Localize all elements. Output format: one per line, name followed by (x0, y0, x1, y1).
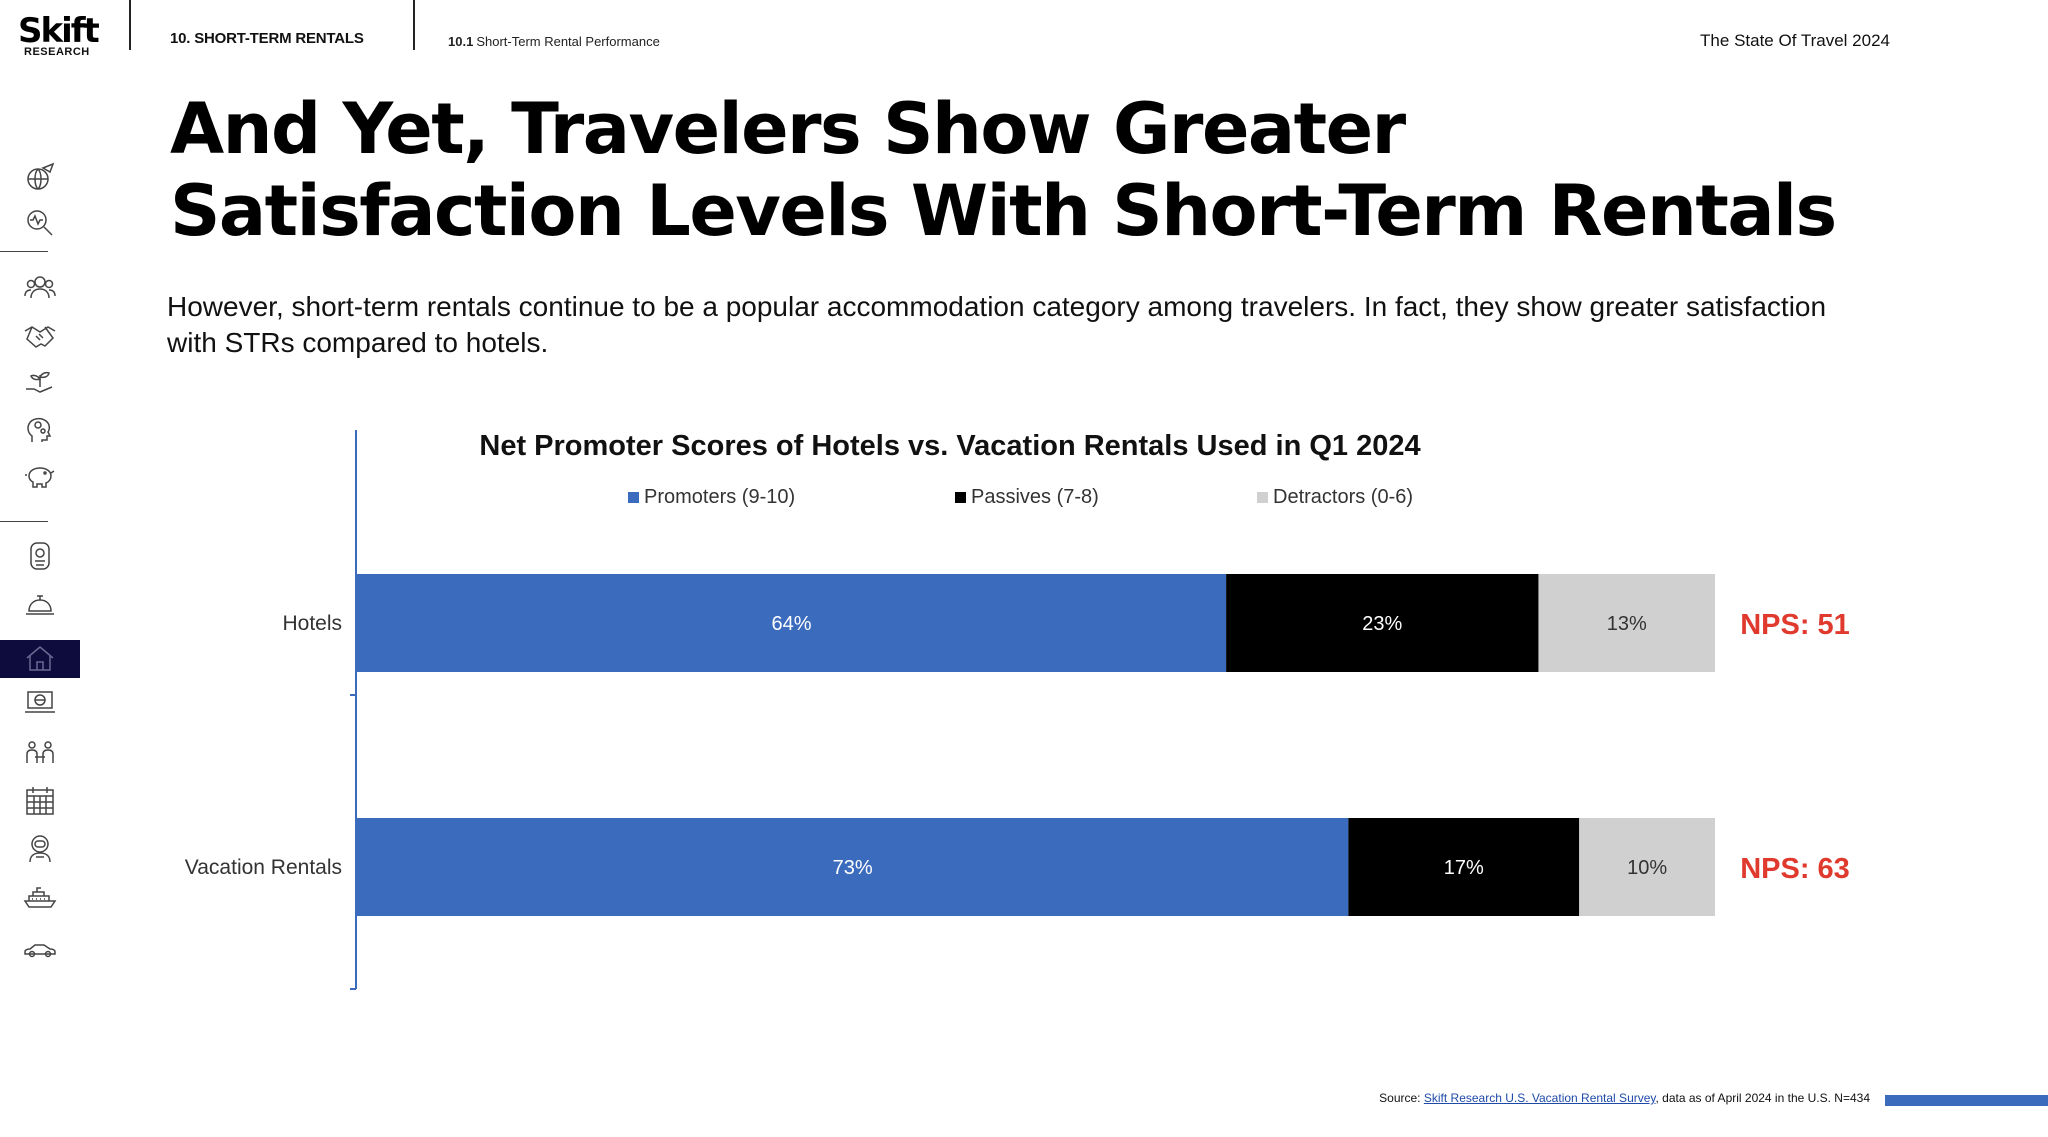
piggy-bank-icon[interactable] (19, 458, 61, 496)
legend-swatch (1257, 492, 1268, 503)
nps-stacked-bar-chart: Net Promoter Scores of Hotels vs. Vacati… (185, 430, 1850, 990)
header-divider (413, 0, 415, 50)
header-divider (129, 0, 131, 50)
globe-plane-icon[interactable] (19, 158, 61, 196)
car-icon[interactable] (19, 930, 61, 968)
bar-segment (1538, 574, 1715, 672)
legend-swatch (628, 492, 639, 503)
data-label: 10% (1627, 857, 1667, 879)
legend-swatch (955, 492, 966, 503)
legend-label: Detractors (0-6) (1273, 486, 1413, 508)
house-icon[interactable] (0, 640, 80, 678)
page-headline: And Yet, Travelers Show Greater Satisfac… (170, 88, 1837, 252)
bar-segment (1348, 818, 1580, 916)
subsection-title: 10.1 Short-Term Rental Performance (448, 34, 660, 49)
bar-segment (357, 818, 1349, 916)
laptop-globe-icon[interactable] (19, 684, 61, 722)
bar-segment (1579, 818, 1715, 916)
chart-title: Net Promoter Scores of Hotels vs. Vacati… (479, 430, 1420, 462)
bar-segment (1226, 574, 1539, 672)
calendar-icon[interactable] (19, 782, 61, 820)
sidebar-divider (0, 251, 48, 252)
subsection-label: Short-Term Rental Performance (476, 34, 660, 49)
report-title: The State Of Travel 2024 (1700, 31, 1890, 50)
data-label: 13% (1607, 613, 1647, 635)
meeting-people-icon[interactable] (19, 733, 61, 771)
subsection-number: 10.1 (448, 34, 474, 49)
bar-segment (357, 574, 1227, 672)
source-note: Source: Skift Research U.S. Vacation Ren… (1379, 1091, 1870, 1105)
plant-hand-icon[interactable] (19, 363, 61, 401)
passport-icon[interactable] (19, 537, 61, 575)
sidebar-nav (0, 150, 80, 990)
data-label: 73% (833, 857, 873, 879)
nps-annotation: NPS: 51 (1740, 609, 1850, 641)
category-label: Vacation Rentals (185, 856, 342, 879)
sidebar-divider (0, 521, 48, 522)
logo-wordmark: Skift (18, 11, 100, 51)
head-gears-icon[interactable] (19, 410, 61, 448)
hotel-bell-icon[interactable] (19, 586, 61, 624)
handshake-icon[interactable] (19, 316, 61, 354)
section-title: 10. SHORT-TERM RENTALS (170, 30, 364, 47)
source-link[interactable]: Skift Research U.S. Vacation Rental Surv… (1423, 1091, 1656, 1105)
people-group-icon[interactable] (19, 268, 61, 306)
category-label: Hotels (282, 612, 342, 635)
accent-bar (1885, 1095, 2048, 1106)
skift-research-logo[interactable]: Skift RESEARCH (18, 11, 100, 58)
pulse-magnifier-icon[interactable] (19, 204, 61, 242)
nps-annotation: NPS: 63 (1740, 853, 1850, 885)
source-suffix: , data as of April 2024 in the U.S. N=43… (1655, 1091, 1870, 1105)
data-label: 23% (1362, 613, 1402, 635)
source-prefix: Source: (1379, 1091, 1424, 1105)
page-subtitle: However, short-term rentals continue to … (167, 291, 1827, 358)
legend-label: Passives (7-8) (971, 486, 1099, 508)
logo-subtext: RESEARCH (24, 46, 90, 58)
astronaut-icon[interactable] (19, 830, 61, 868)
data-label: 64% (772, 613, 812, 635)
data-label: 17% (1444, 857, 1484, 879)
cruise-ship-icon[interactable] (19, 877, 61, 915)
legend-label: Promoters (9-10) (644, 486, 795, 508)
